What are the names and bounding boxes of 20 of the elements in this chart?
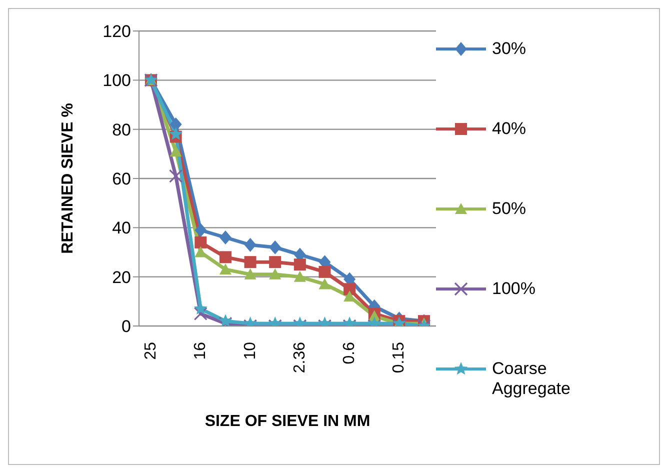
legend-label: 100% bbox=[492, 279, 536, 299]
legend-label: 40% bbox=[492, 119, 528, 139]
y-tick-label: 40 bbox=[112, 218, 131, 238]
y-tick-label: 0 bbox=[122, 317, 131, 336]
x-axis-title: SIZE OF SIEVE IN MM bbox=[204, 413, 370, 430]
x-tick-label: 16 bbox=[192, 342, 210, 360]
x-tick-label: 0.6 bbox=[341, 342, 358, 364]
y-tick-label: 100 bbox=[102, 71, 131, 90]
y-tick-label: 60 bbox=[112, 170, 131, 189]
legend-label: 50% bbox=[492, 199, 528, 219]
x-tick-label: 25 bbox=[142, 342, 160, 360]
y-tick-label: 80 bbox=[112, 120, 131, 140]
x-tick-label: 10 bbox=[242, 342, 259, 360]
y-tick-label: 20 bbox=[112, 268, 131, 287]
y-tick-label: 120 bbox=[102, 22, 131, 42]
x-tick-label: 0.15 bbox=[390, 342, 408, 374]
x-tick-label: 2.36 bbox=[291, 342, 308, 374]
y-axis-title: RETAINED SIEVE % bbox=[60, 103, 77, 254]
legend-label: 30% bbox=[492, 39, 528, 59]
legend-label: Coarse Aggregate bbox=[492, 359, 572, 399]
